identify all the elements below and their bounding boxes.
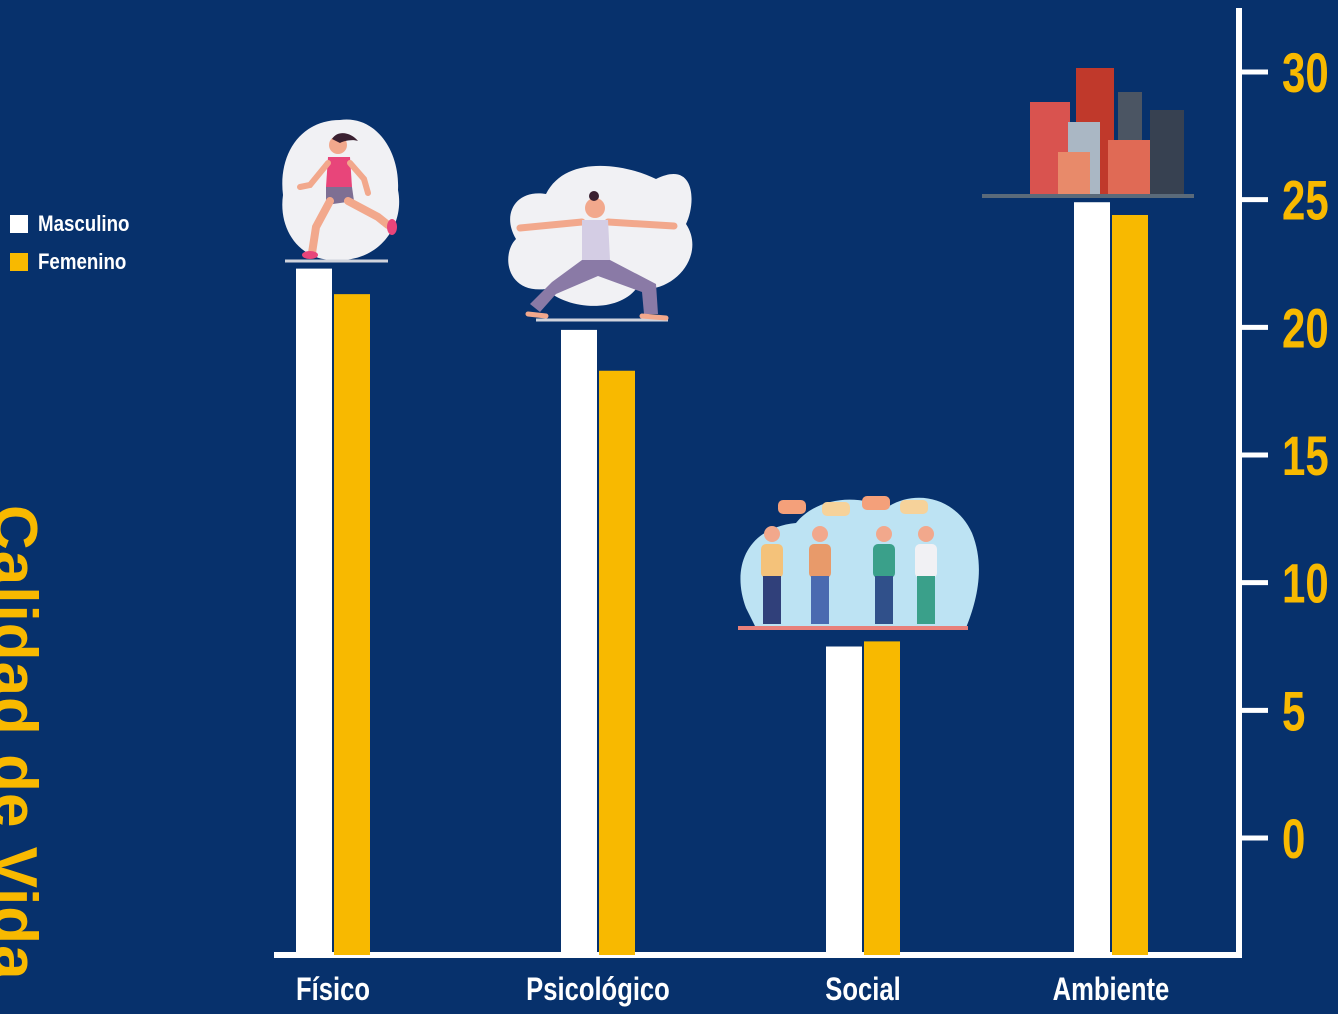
city-buildings-icon: [982, 68, 1194, 198]
legend-swatch-masculino: [10, 215, 28, 233]
yoga-feet: [525, 311, 669, 321]
building-6: [1150, 110, 1184, 198]
yoga-icon: [508, 165, 693, 322]
yoga-pants: [530, 260, 658, 314]
person-1-pants: [763, 576, 781, 624]
y-tick-label-15: 15: [1282, 425, 1329, 487]
runner-arm-left: [297, 160, 331, 190]
person-3-head: [876, 526, 892, 542]
y-tick-label-5: 5: [1282, 681, 1305, 743]
people-chat-icon: [738, 496, 979, 630]
runner-leg-front: [344, 197, 392, 229]
person-4-head: [918, 526, 934, 542]
y-axis-title-container: Calidad de Vida: [0, 505, 60, 1005]
runner-arm-right: [347, 160, 371, 196]
y-tick-label-0: 0: [1282, 808, 1305, 870]
bar-femenino-social: [864, 641, 900, 955]
person-2-pants: [811, 576, 829, 624]
person-2-shirt: [809, 544, 831, 578]
y-tick-label-20: 20: [1282, 298, 1329, 360]
person-3-shirt: [873, 544, 895, 578]
person-4-pants: [917, 576, 935, 624]
legend-swatch-femenino: [10, 253, 28, 271]
bar-masculino-fisico: [296, 268, 332, 955]
person-1-shirt: [761, 544, 783, 578]
y-axis-title: Calidad de Vida: [0, 505, 49, 981]
y-tick-label-25: 25: [1282, 170, 1329, 232]
legend-label-femenino: Femenino: [38, 249, 127, 274]
y-tick-label-30: 30: [1282, 42, 1329, 104]
runner-shoe-front: [387, 219, 397, 235]
person-3-pants: [875, 576, 893, 624]
bar-femenino-ambiente: [1112, 214, 1148, 955]
building-5: [1108, 140, 1154, 198]
bar-masculino-psicologico: [561, 329, 597, 955]
yoga-head: [585, 198, 605, 218]
legend-item-masculino: Masculino: [10, 205, 146, 243]
bar-femenino-psicologico: [599, 370, 635, 955]
yoga-arms: [516, 218, 678, 232]
x-tick-label-ambiente: Ambiente: [1053, 972, 1170, 1007]
runner-shoe-back: [302, 251, 318, 259]
person-1-head: [764, 526, 780, 542]
building-7: [1058, 152, 1090, 198]
bar-femenino-fisico: [334, 294, 370, 955]
yoga-bun: [589, 191, 599, 201]
yoga-top: [582, 220, 610, 260]
bar-masculino-ambiente: [1074, 202, 1110, 956]
y-tick-label-10: 10: [1282, 553, 1329, 615]
bar-masculino-social: [826, 646, 862, 955]
x-tick-label-psicologico: Psicológico: [526, 972, 670, 1007]
speech-bubble-4: [900, 500, 928, 514]
x-tick-label-social: Social: [825, 972, 900, 1007]
runner-leg-back: [308, 197, 334, 257]
runner-hair: [332, 133, 358, 143]
legend-label-masculino: Masculino: [38, 211, 130, 236]
person-4-shirt: [915, 544, 937, 578]
runner-icon: [282, 119, 400, 263]
runner-shirt: [326, 157, 352, 187]
speech-bubble-1: [778, 500, 806, 514]
legend-item-femenino: Femenino: [10, 243, 146, 281]
person-2-head: [812, 526, 828, 542]
legend: Masculino Femenino: [10, 205, 146, 281]
speech-bubble-3: [862, 496, 890, 510]
x-tick-label-fisico: Físico: [296, 972, 370, 1007]
city-ground: [982, 194, 1194, 198]
speech-bubble-2: [822, 502, 850, 516]
